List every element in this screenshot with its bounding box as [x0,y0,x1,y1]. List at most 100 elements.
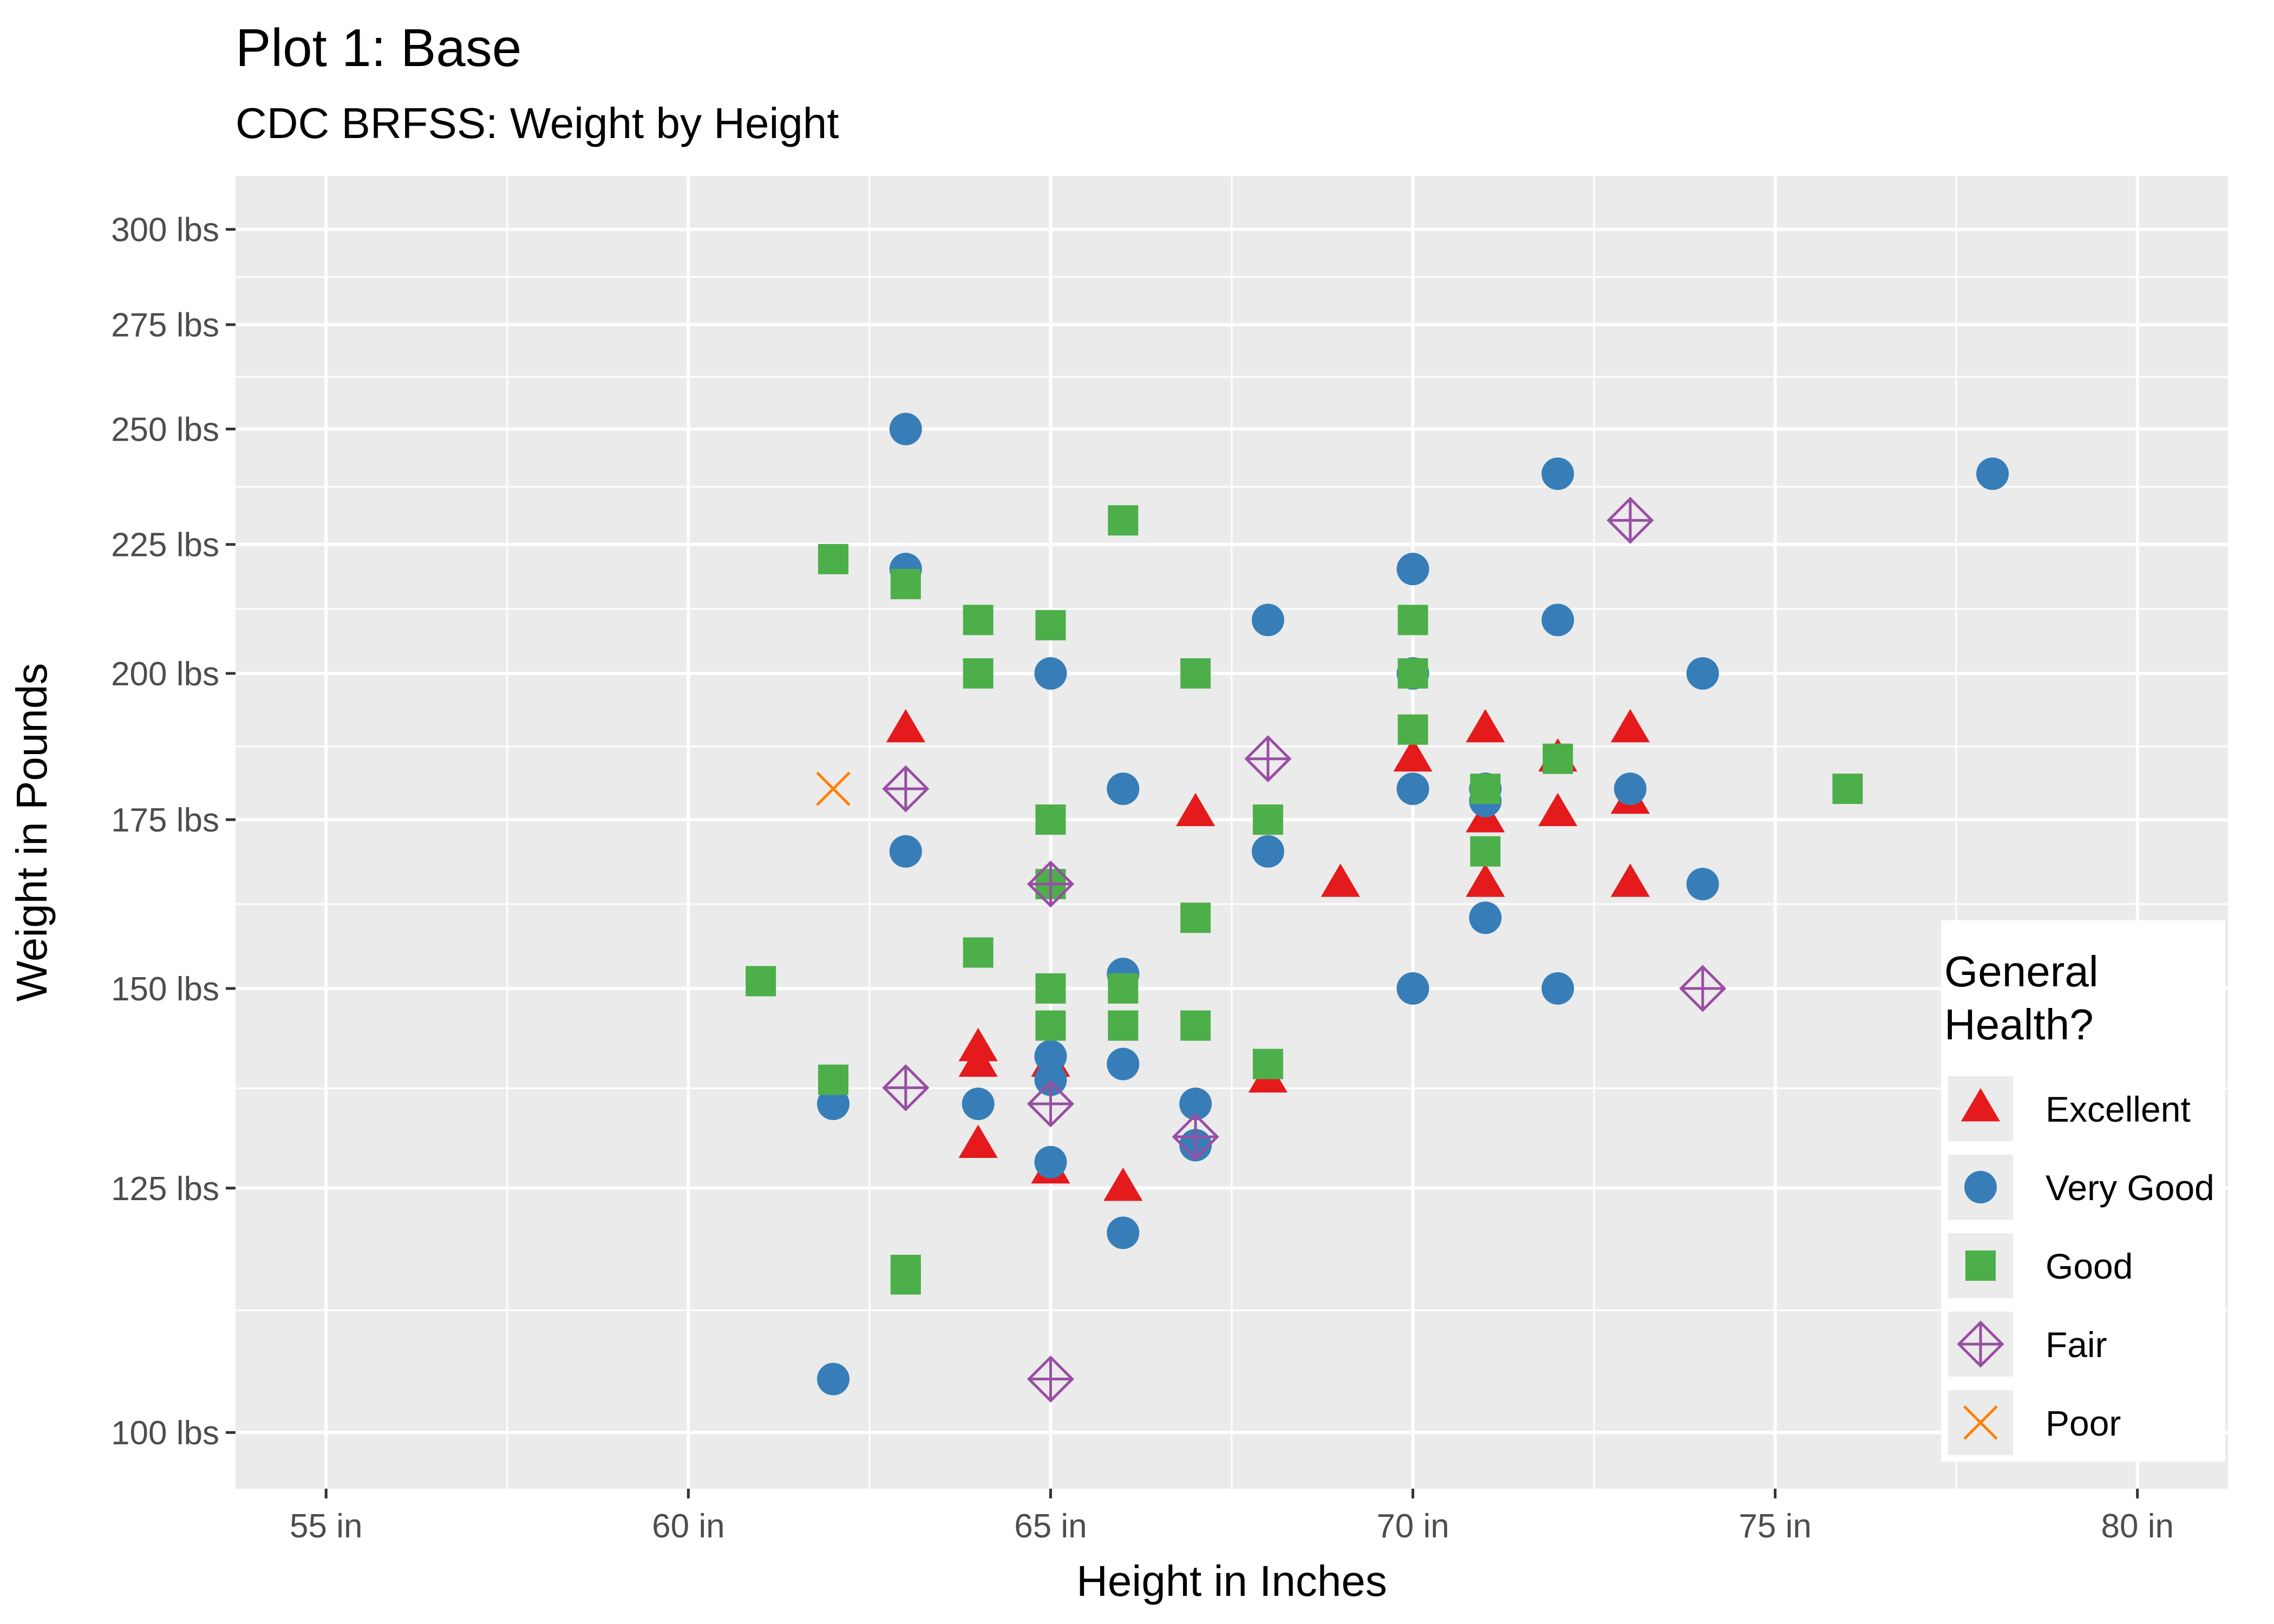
data-point [1027,860,1074,908]
data-point [882,1064,930,1111]
data-point [1470,836,1501,867]
data-point [1027,1355,1074,1403]
chart-title: Plot 1: Base [236,18,521,77]
legend-key-circle [1964,1171,1997,1203]
data-point [1107,772,1140,806]
y-tick-label: 200 lbs [111,656,219,693]
x-tick-label: 70 in [1376,1508,1449,1545]
data-point [1251,835,1284,868]
data-point [1180,658,1211,689]
data-point [1606,496,1654,544]
data-point [1686,657,1719,690]
data-point [1180,1010,1211,1041]
legend-label: Very Good [2046,1168,2214,1208]
legend-key-x [1963,1405,1998,1440]
data-point [963,937,994,968]
legend-key-square [1965,1250,1996,1281]
data-point [1244,735,1292,783]
data-point [1252,804,1283,835]
legend-key-triangle [1961,1088,2001,1122]
data-point [818,543,848,574]
data-point [1976,457,2009,490]
data-point [890,568,921,599]
data-point [889,835,922,868]
data-point [1103,1167,1143,1201]
data-point [1035,1010,1066,1041]
legend-items: Excellent Very Good Good Fair Poor [1948,1076,2214,1455]
data-point [890,1264,921,1295]
data-point [1466,863,1505,897]
y-tick-label: 250 lbs [111,411,219,449]
series-poor [816,771,851,806]
legend-label: Poor [2046,1403,2121,1443]
series-fair [882,496,1727,1403]
y-tick-label: 150 lbs [111,971,219,1008]
y-tick-label: 175 lbs [111,802,219,839]
data-point [1108,1010,1139,1041]
data-point [889,412,922,446]
x-axis: 55 in 60 in 65 in 70 in 75 in 80 in [290,1489,2174,1545]
data-point [882,765,930,813]
data-point [1108,973,1139,1004]
data-point [1541,457,1574,490]
data-point [1832,774,1863,804]
data-point [1252,1049,1283,1079]
data-point [1397,605,1428,636]
x-tick-label: 80 in [2101,1508,2174,1545]
y-tick-label: 100 lbs [111,1415,219,1452]
x-tick-label: 75 in [1739,1508,1811,1545]
data-point [1180,902,1211,933]
data-point [962,1088,995,1121]
data-point [1034,1145,1067,1178]
data-point [817,1088,850,1121]
data-point [1679,965,1727,1012]
data-point [1466,709,1505,743]
data-point [958,1043,998,1077]
data-point [1035,973,1066,1004]
chart-subtitle: CDC BRFSS: Weight by Height [236,99,839,147]
data-point [1108,505,1139,536]
data-point [1538,793,1578,827]
data-point [1396,772,1429,806]
data-point [1107,1047,1140,1081]
data-point [1543,743,1573,774]
data-point [1396,972,1429,1005]
data-point [816,771,851,806]
data-point [1469,901,1502,934]
data-point [1175,793,1216,827]
data-point [963,658,994,689]
legend-label: Good [2046,1246,2133,1286]
data-point [817,1363,850,1396]
data-point [1035,610,1066,640]
data-point [1614,772,1646,806]
data-point [1686,868,1719,901]
data-point [1179,1088,1212,1121]
y-axis-title: Weight in Pounds [8,663,56,1002]
data-point [1541,972,1574,1005]
legend-key-diamond-plus [1957,1320,2004,1368]
data-point [1470,774,1501,804]
grid-minor [236,176,2228,1489]
y-tick-label: 225 lbs [111,527,219,564]
data-point [1027,1080,1074,1128]
data-point [818,1064,848,1095]
y-tick-label: 125 lbs [111,1170,219,1208]
data-point [1034,657,1067,690]
data-point [1396,553,1429,586]
legend-title: General Health? [1944,947,2099,1049]
legend-label: Excellent [2046,1089,2191,1129]
data-point [1397,658,1428,689]
data-point [1251,604,1284,637]
y-axis: 100 lbs 125 lbs 150 lbs 175 lbs 200 lbs 225 l… [111,212,236,1452]
data-point [1610,863,1650,897]
data-point [1393,738,1433,772]
data-point [1172,1113,1219,1161]
legend-label: Fair [2046,1325,2107,1365]
data-point [1107,1216,1140,1249]
data-point [1034,1040,1067,1073]
y-tick-label: 275 lbs [111,307,219,344]
data-point [886,709,925,743]
data-point [963,605,994,636]
x-axis-title: Height in Inches [1076,1557,1387,1605]
